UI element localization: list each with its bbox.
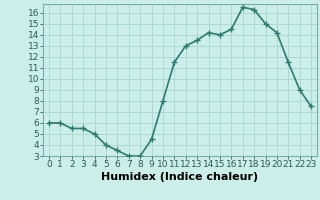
X-axis label: Humidex (Indice chaleur): Humidex (Indice chaleur) bbox=[101, 172, 259, 182]
